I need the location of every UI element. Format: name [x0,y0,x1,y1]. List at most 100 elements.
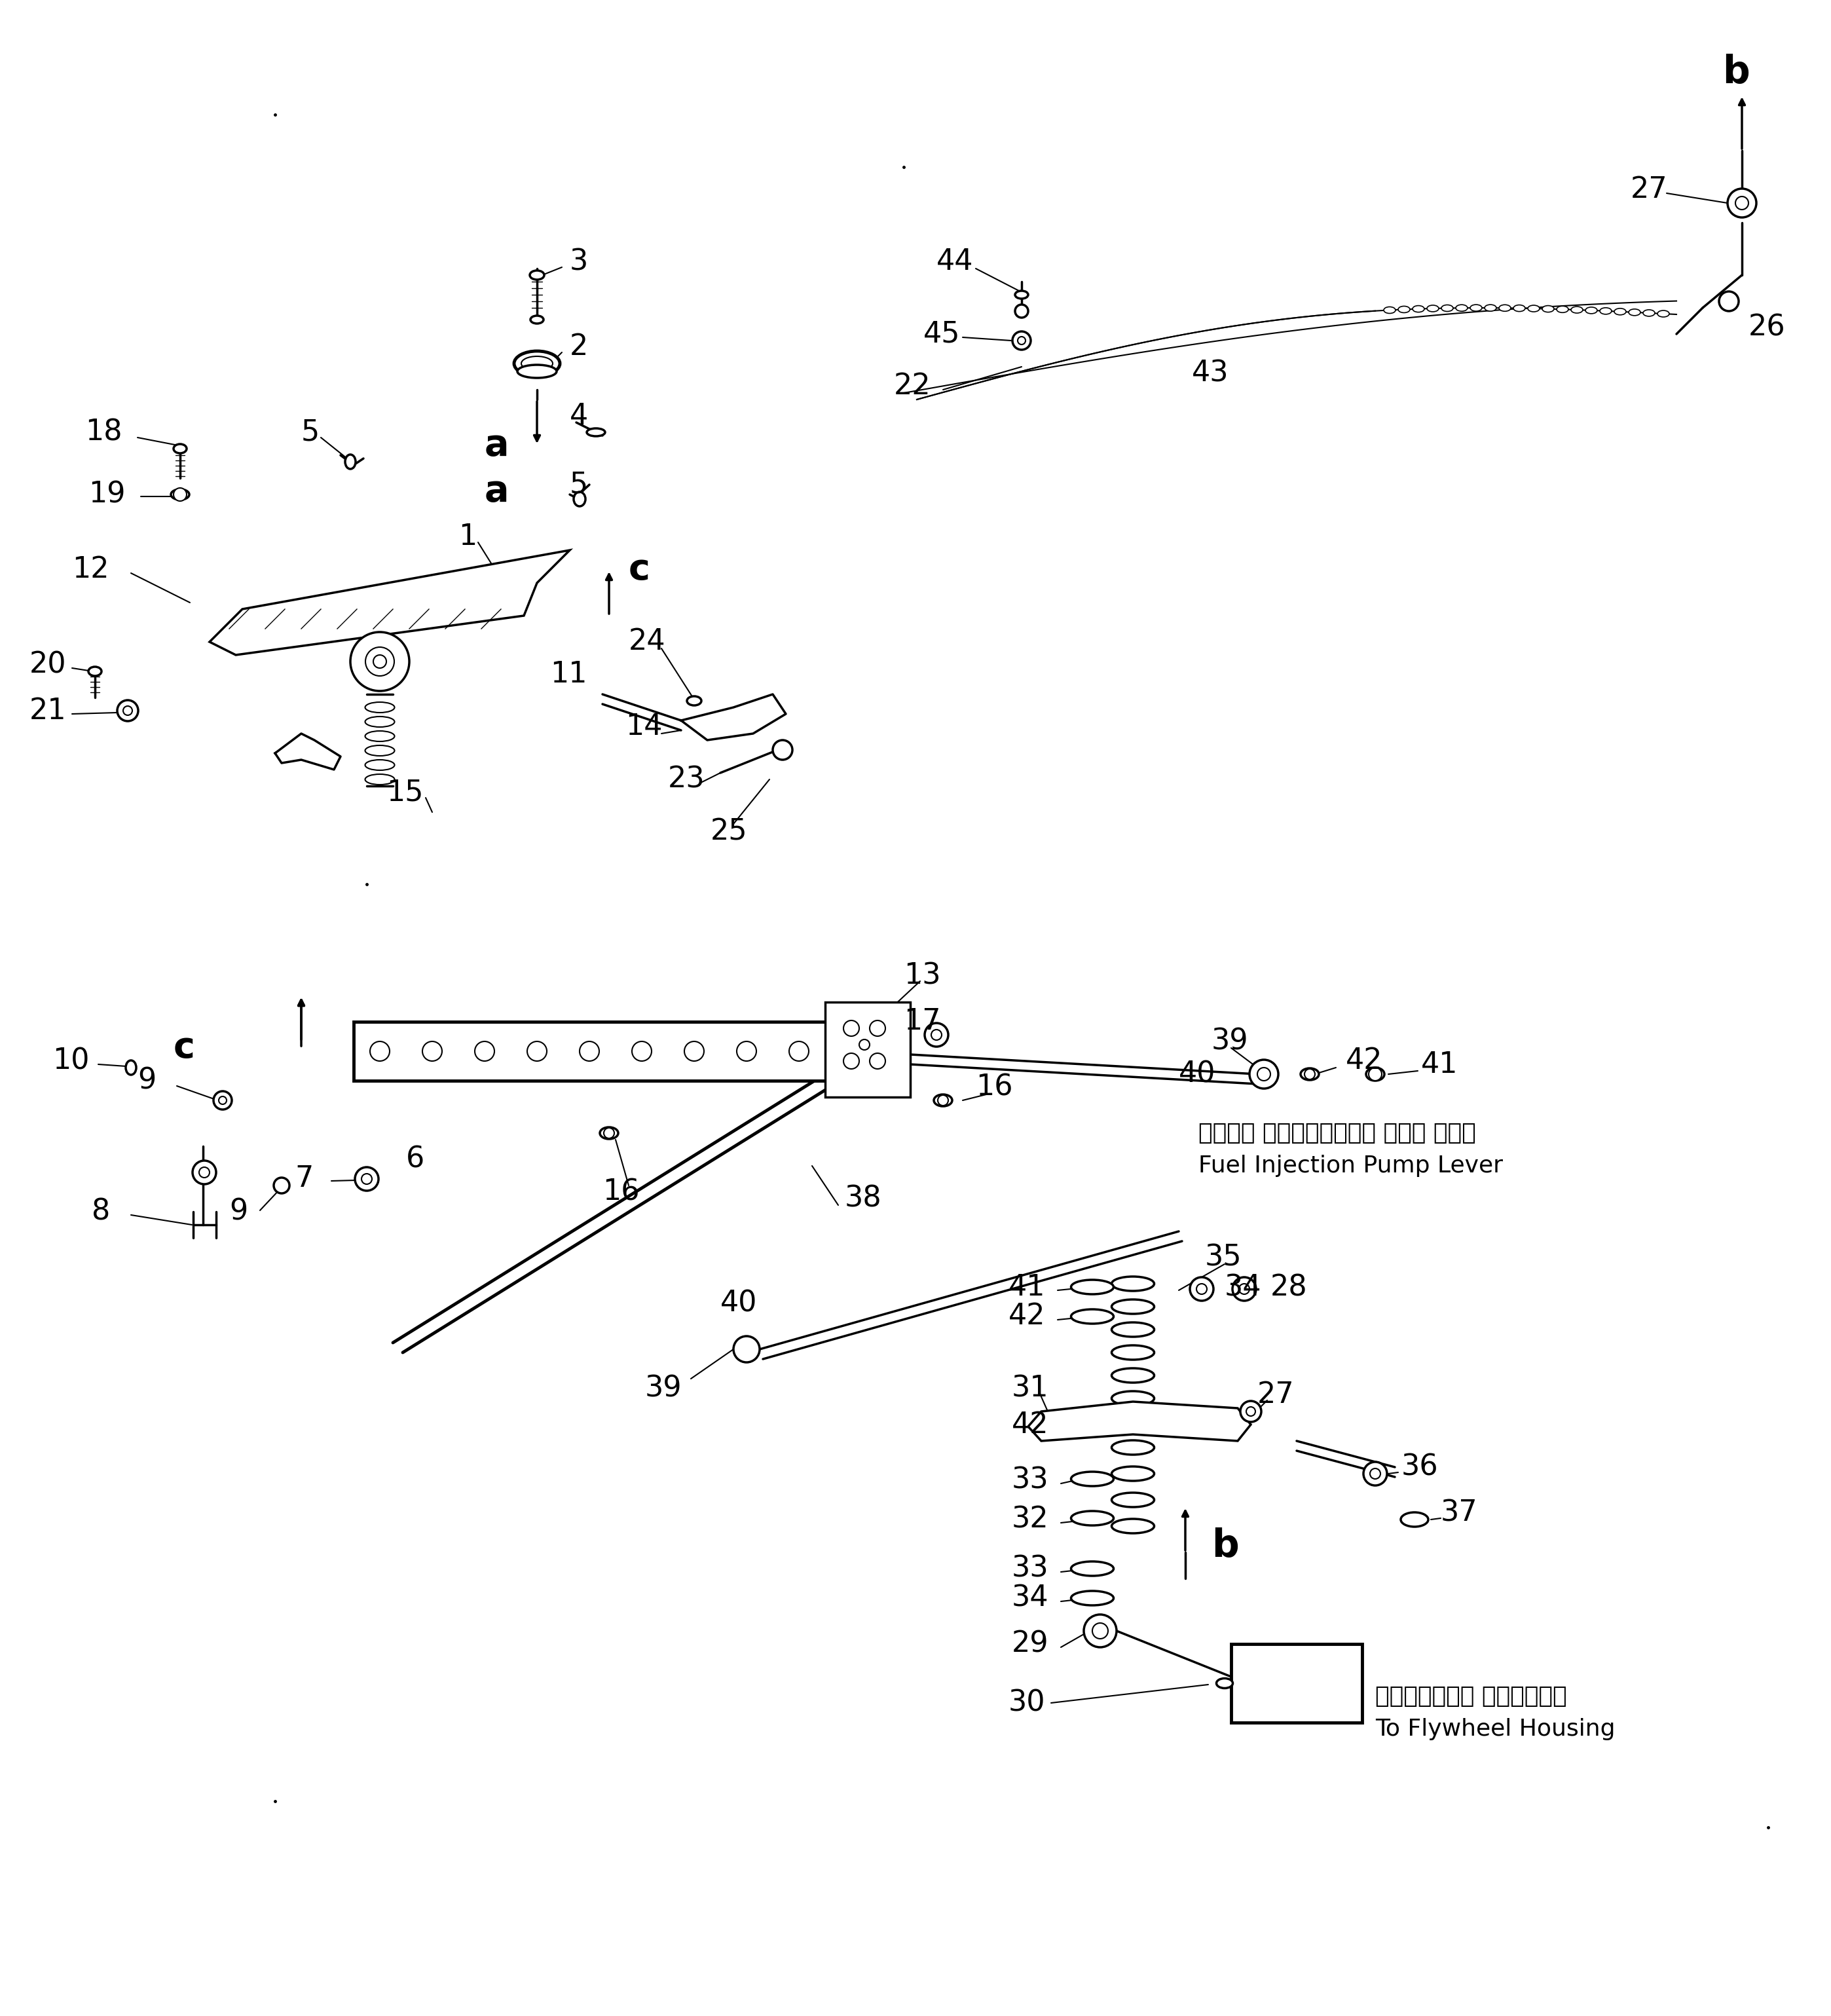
Ellipse shape [1300,1068,1318,1081]
Circle shape [1736,196,1749,210]
Text: 6: 6 [406,1145,425,1173]
Circle shape [1084,1615,1117,1647]
Text: 27: 27 [1258,1381,1295,1409]
Ellipse shape [1111,1300,1154,1314]
Circle shape [1247,1407,1256,1415]
Text: 26: 26 [1749,312,1785,341]
Circle shape [789,1042,809,1060]
Ellipse shape [1485,304,1496,310]
Ellipse shape [1111,1369,1154,1383]
Ellipse shape [518,365,557,377]
Circle shape [1258,1068,1271,1081]
Circle shape [1232,1278,1256,1300]
Ellipse shape [1615,308,1626,314]
Text: 10: 10 [53,1046,90,1075]
Circle shape [192,1161,216,1183]
Text: 25: 25 [710,818,747,847]
Circle shape [632,1042,652,1060]
Text: To Flywheel Housing: To Flywheel Housing [1375,1718,1615,1740]
Circle shape [859,1040,870,1050]
Circle shape [123,706,132,716]
Ellipse shape [344,454,355,470]
Polygon shape [1029,1401,1251,1441]
Circle shape [174,488,187,502]
Circle shape [361,1173,372,1183]
Text: 42: 42 [1346,1046,1382,1075]
Text: 20: 20 [29,651,66,679]
Text: 12: 12 [71,556,110,585]
Circle shape [423,1042,441,1060]
Text: 41: 41 [1421,1050,1457,1079]
Text: 16: 16 [602,1177,639,1206]
Circle shape [1304,1068,1315,1079]
Text: 21: 21 [29,698,66,724]
Text: a: a [485,427,509,464]
Text: 14: 14 [626,714,663,742]
Circle shape [1093,1623,1108,1639]
Text: 27: 27 [1631,175,1668,204]
Circle shape [870,1052,886,1068]
Ellipse shape [170,490,189,500]
Text: 45: 45 [923,321,959,349]
Circle shape [844,1052,859,1068]
Circle shape [1368,1068,1382,1081]
Text: 30: 30 [1009,1689,1046,1718]
Ellipse shape [1071,1472,1113,1486]
Ellipse shape [1216,1679,1232,1687]
Text: 17: 17 [905,1008,941,1036]
Circle shape [937,1095,948,1105]
Circle shape [580,1042,599,1060]
Ellipse shape [529,270,544,280]
Text: 33: 33 [1013,1554,1049,1583]
Text: 28: 28 [1271,1274,1307,1302]
Circle shape [1240,1284,1249,1294]
Circle shape [685,1042,703,1060]
Ellipse shape [1111,1276,1154,1290]
Ellipse shape [531,317,544,323]
Text: 11: 11 [549,661,588,689]
Circle shape [1196,1284,1207,1294]
Text: 8: 8 [92,1198,110,1226]
Text: 3: 3 [569,248,588,276]
Text: フェイル インジェクション ホンフ レハー: フェイル インジェクション ホンフ レハー [1199,1123,1476,1145]
Bar [1230,1643,1362,1722]
Ellipse shape [1111,1518,1154,1534]
Ellipse shape [1111,1391,1154,1405]
Text: 37: 37 [1441,1500,1478,1526]
Ellipse shape [1071,1512,1113,1526]
Ellipse shape [573,492,586,506]
Text: 22: 22 [894,373,930,401]
Ellipse shape [1586,306,1597,314]
Ellipse shape [1111,1345,1154,1359]
Ellipse shape [1527,304,1540,312]
Text: b: b [1723,52,1750,91]
Ellipse shape [1441,304,1454,310]
Ellipse shape [1657,310,1670,317]
Ellipse shape [1412,306,1425,312]
Ellipse shape [364,716,394,728]
Ellipse shape [364,732,394,742]
Text: 40: 40 [1179,1060,1216,1089]
Circle shape [1249,1060,1278,1089]
Circle shape [1240,1401,1262,1421]
Text: 2: 2 [569,333,588,361]
Circle shape [200,1167,209,1177]
Ellipse shape [1071,1308,1113,1325]
Ellipse shape [1426,304,1439,312]
Text: Fuel Injection Pump Lever: Fuel Injection Pump Lever [1199,1155,1503,1177]
Text: 32: 32 [1013,1506,1049,1534]
Circle shape [474,1042,494,1060]
Ellipse shape [88,667,101,675]
Ellipse shape [1071,1591,1113,1605]
Ellipse shape [1111,1492,1154,1508]
Ellipse shape [364,746,394,756]
Circle shape [1727,190,1756,218]
Bar [353,1022,851,1081]
Circle shape [370,1042,390,1060]
Circle shape [218,1097,227,1105]
Text: 7: 7 [295,1165,313,1193]
Text: 29: 29 [1013,1629,1049,1657]
Ellipse shape [364,774,394,784]
Circle shape [350,633,410,691]
Circle shape [355,1167,379,1191]
